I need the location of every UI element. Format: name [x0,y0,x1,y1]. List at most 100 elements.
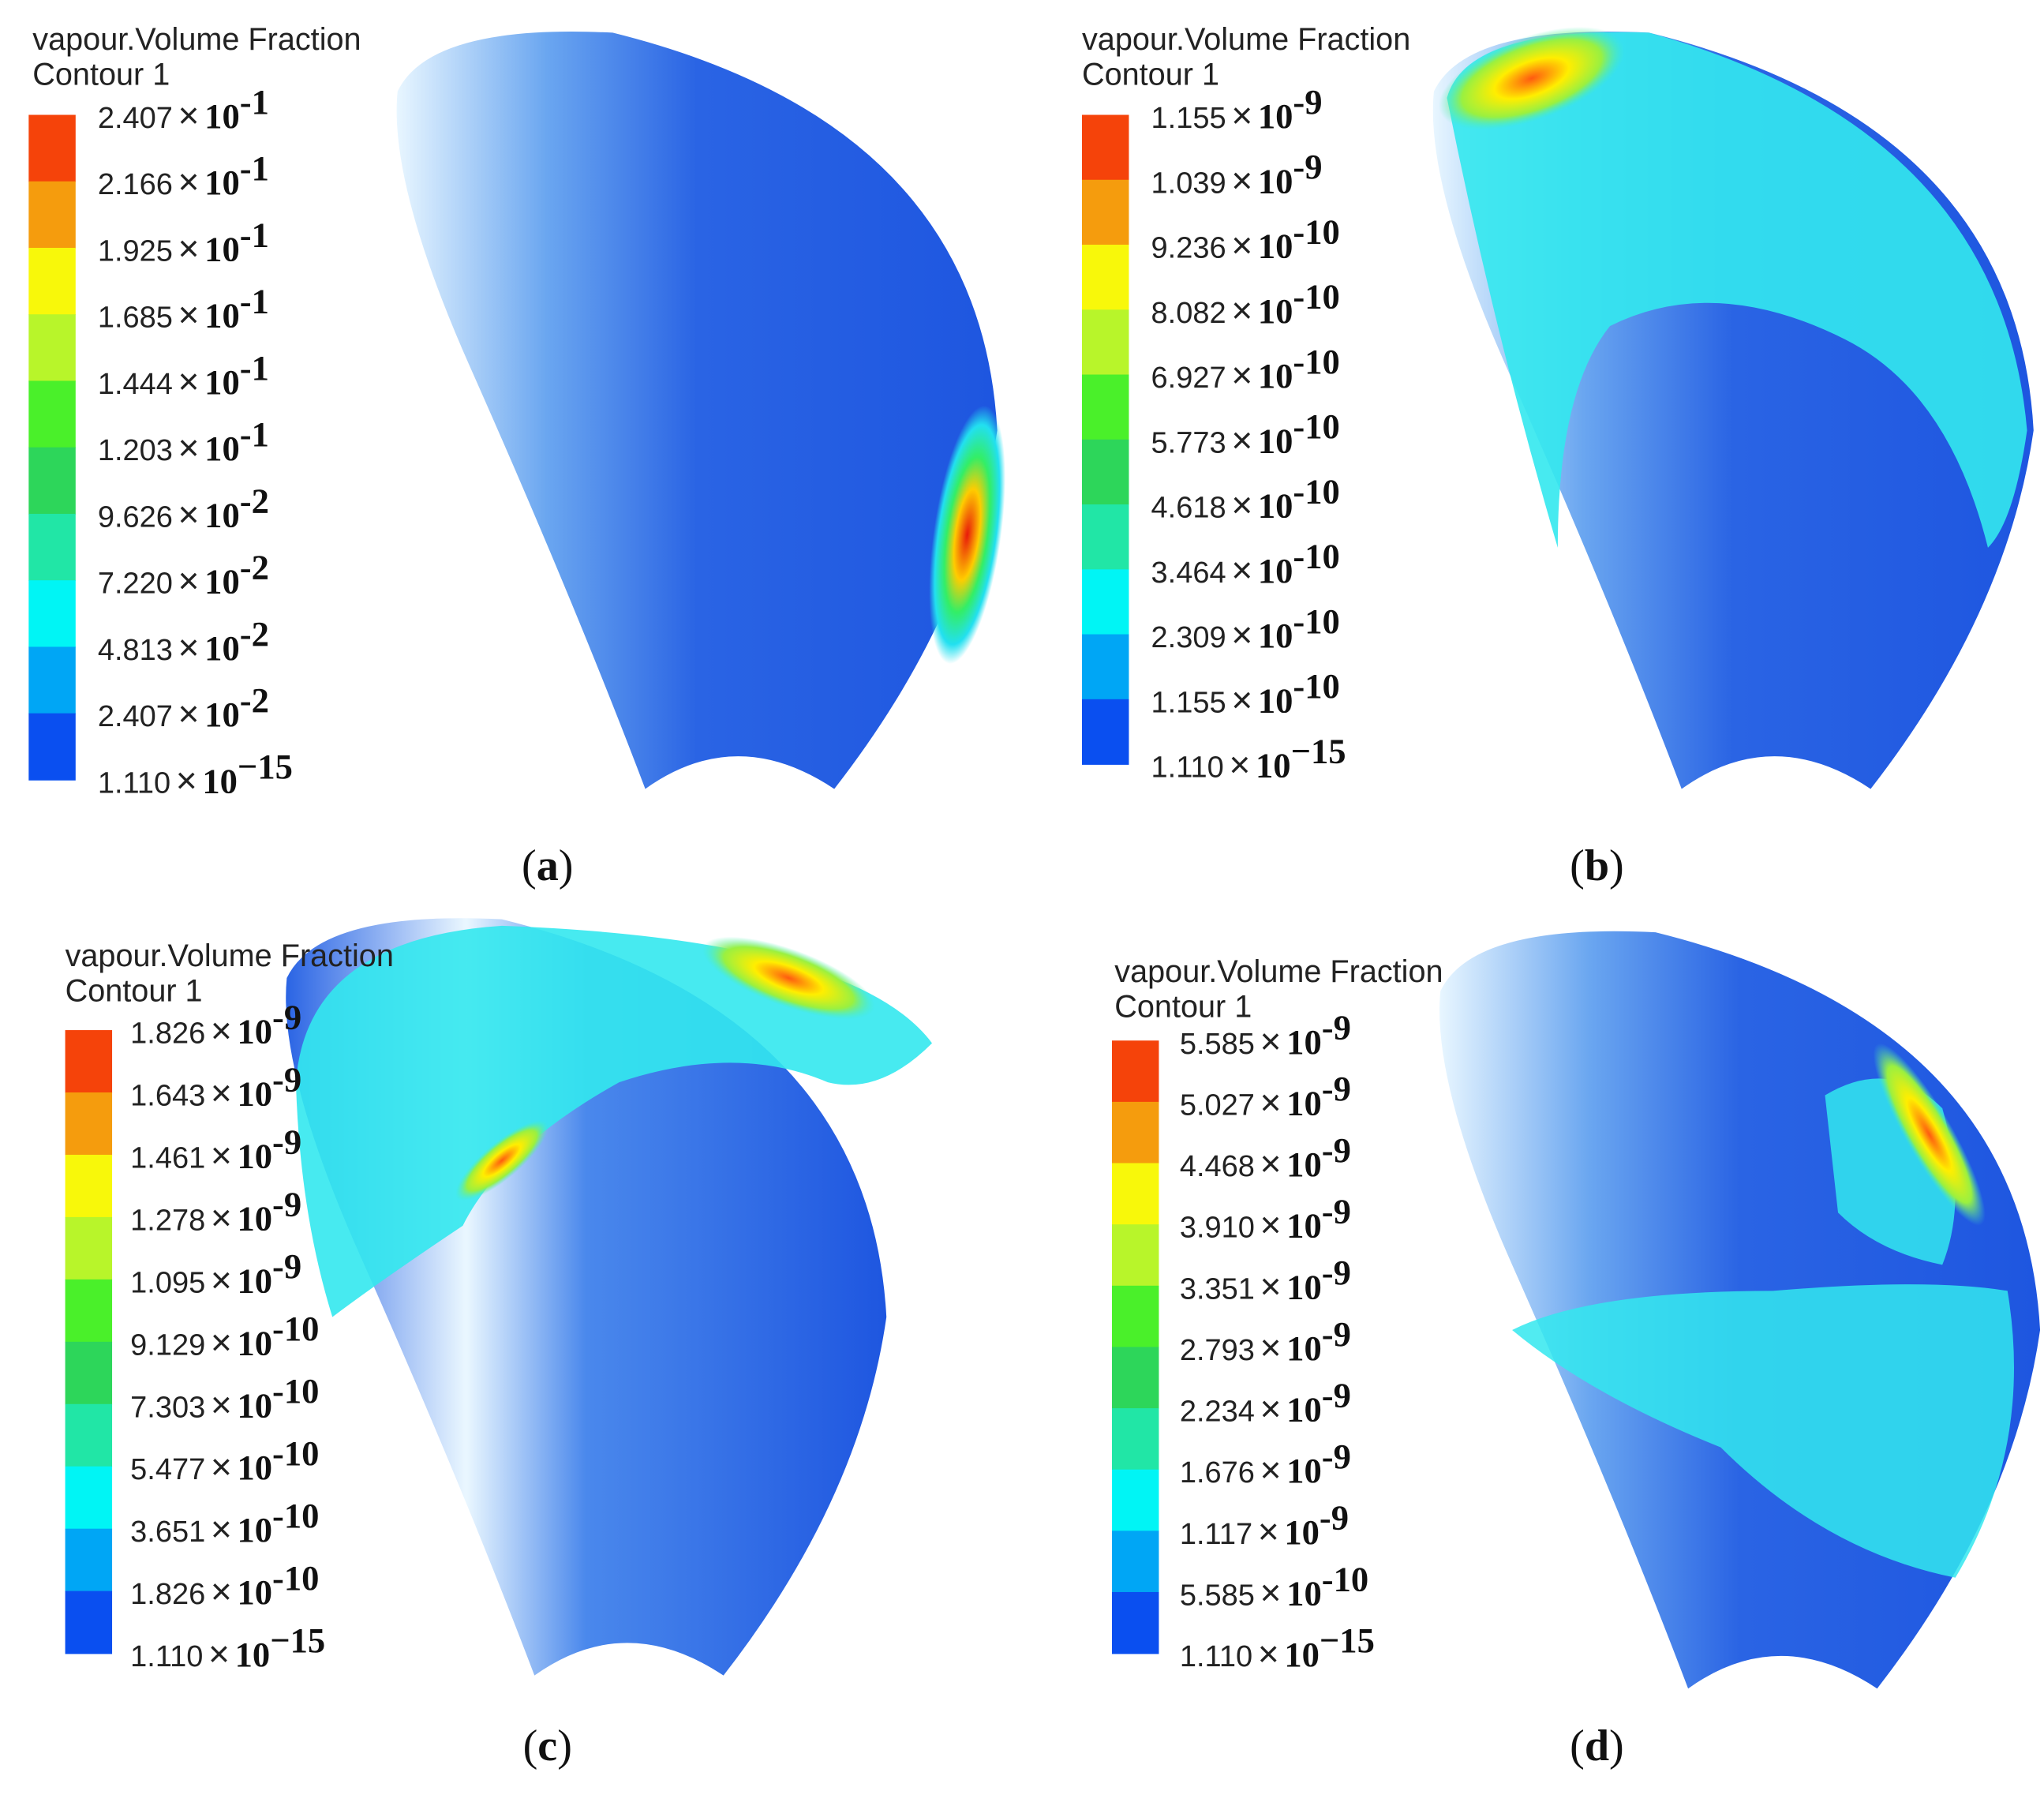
base: 10 [237,1448,272,1487]
exponent: -10 [272,1496,319,1535]
color-band [65,1591,113,1654]
caption-paren: ( [1570,1722,1585,1770]
legend-label: 1.110 × 10−15 [130,1621,325,1674]
legend-label: 6.927 × 10-10 [1151,342,1340,395]
times-sign: × [1260,1327,1282,1368]
times-sign: × [211,1197,232,1238]
mantissa: 3.910 [1180,1212,1255,1245]
mantissa: 1.110 [130,1640,203,1673]
base: 10 [1258,486,1293,526]
times-sign: × [211,1259,232,1300]
mantissa: 1.643 [130,1080,205,1113]
caption: (a) [522,841,573,890]
color-band [28,713,76,781]
mantissa: 4.468 [1180,1150,1255,1183]
color-band [1081,439,1129,505]
base: 10 [204,229,240,268]
times-sign: × [178,227,200,268]
color-band [1081,179,1129,245]
legend-label: 1.110 × 10−15 [1180,1621,1375,1674]
legend-label: 1.110 × 10−15 [1151,731,1346,785]
legend-label: 1.444 × 10-1 [98,348,269,402]
times-sign: × [178,627,200,668]
exponent: -10 [1293,666,1339,706]
mantissa: 4.813 [98,634,173,667]
base: 10 [237,1261,272,1300]
times-sign: × [211,1446,232,1487]
mantissa: 1.826 [130,1017,205,1051]
color-band [1111,1591,1159,1654]
mantissa: 5.773 [1151,426,1226,459]
legend-label: 2.407 × 10-1 [98,82,269,136]
legend-label: 2.793 × 10-9 [1180,1314,1351,1368]
color-band [65,1403,113,1467]
base: 10 [237,1510,272,1549]
base: 10 [1286,1083,1322,1122]
legend-label: 2.407 × 10-2 [98,680,269,734]
exponent: -2 [240,481,269,520]
legend-label: 1.676 × 10-9 [1180,1437,1351,1490]
color-band [1111,1040,1159,1103]
mantissa: 3.464 [1151,556,1226,590]
mantissa: 1.676 [1180,1456,1255,1489]
color-band [1111,1163,1159,1225]
legend-title: vapour.Volume Fraction [32,22,361,57]
legend-label: 9.129 × 10-10 [130,1309,319,1362]
legend-label: 4.468 × 10-9 [1180,1130,1351,1184]
times-sign: × [211,1384,232,1425]
mantissa: 2.309 [1151,621,1226,654]
exponent: -10 [1293,537,1339,576]
exponent: -9 [272,1122,301,1161]
times-sign: × [176,759,197,800]
color-band [28,513,76,582]
legend-label: 3.910 × 10-9 [1180,1192,1351,1246]
color-band [1081,569,1129,635]
color-band [65,1154,113,1218]
legend-label: 1.643 × 10-9 [130,1059,301,1113]
color-band [1081,245,1129,311]
legend-label: 1.461 × 10-9 [130,1122,301,1175]
color-band [1111,1469,1159,1532]
caption-paren: ) [559,841,574,890]
times-sign: × [1231,419,1252,460]
base: 10 [204,429,240,468]
times-sign: × [1231,614,1252,655]
caption: (b) [1570,841,1624,890]
exponent: -9 [1322,1069,1351,1108]
color-band [28,580,76,648]
exponent: -9 [272,1246,301,1286]
color-band [65,1528,113,1592]
base: 10 [1256,746,1291,785]
base: 10 [1286,1390,1322,1429]
legend-label: 3.651 × 10-10 [130,1496,319,1549]
mantissa: 1.278 [130,1204,205,1237]
mantissa: 8.082 [1151,297,1226,330]
exponent: -1 [240,148,269,188]
base: 10 [204,296,240,335]
base: 10 [1258,356,1293,395]
exponent: -9 [1322,1437,1351,1476]
color-band [1111,1531,1159,1593]
times-sign: × [1260,1021,1282,1062]
exponent: −15 [1320,1621,1375,1660]
mantissa: 6.927 [1151,362,1226,395]
legend-label: 1.155 × 10-9 [1151,82,1323,136]
exponent: -9 [1322,1314,1351,1354]
exponent: -1 [240,282,269,321]
times-sign: × [1231,485,1252,526]
caption-letter: b [1585,841,1609,890]
mantissa: 5.027 [1180,1088,1255,1122]
color-band [65,1341,113,1405]
blade-c [286,918,933,1676]
color-band [1081,309,1129,376]
times-sign: × [208,1633,230,1674]
exponent: -9 [272,1184,301,1223]
mantissa: 1.095 [130,1266,205,1299]
base: 10 [204,562,240,601]
legend-label: 9.626 × 10-2 [98,481,269,534]
legend-label: 1.110 × 10−15 [98,747,293,800]
exponent: -10 [1293,407,1339,446]
legend-label: 5.585 × 10-9 [1180,1008,1351,1062]
times-sign: × [211,1134,232,1175]
legend-label: 2.166 × 10-1 [98,148,269,202]
